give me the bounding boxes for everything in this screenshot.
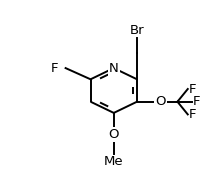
Text: F: F (193, 95, 200, 108)
Text: O: O (155, 95, 165, 108)
Text: O: O (109, 128, 119, 141)
Text: F: F (51, 61, 59, 75)
Text: Me: Me (104, 155, 124, 168)
Text: N: N (109, 61, 119, 75)
Text: F: F (189, 82, 196, 95)
Text: F: F (189, 108, 196, 121)
Text: Br: Br (130, 24, 144, 37)
